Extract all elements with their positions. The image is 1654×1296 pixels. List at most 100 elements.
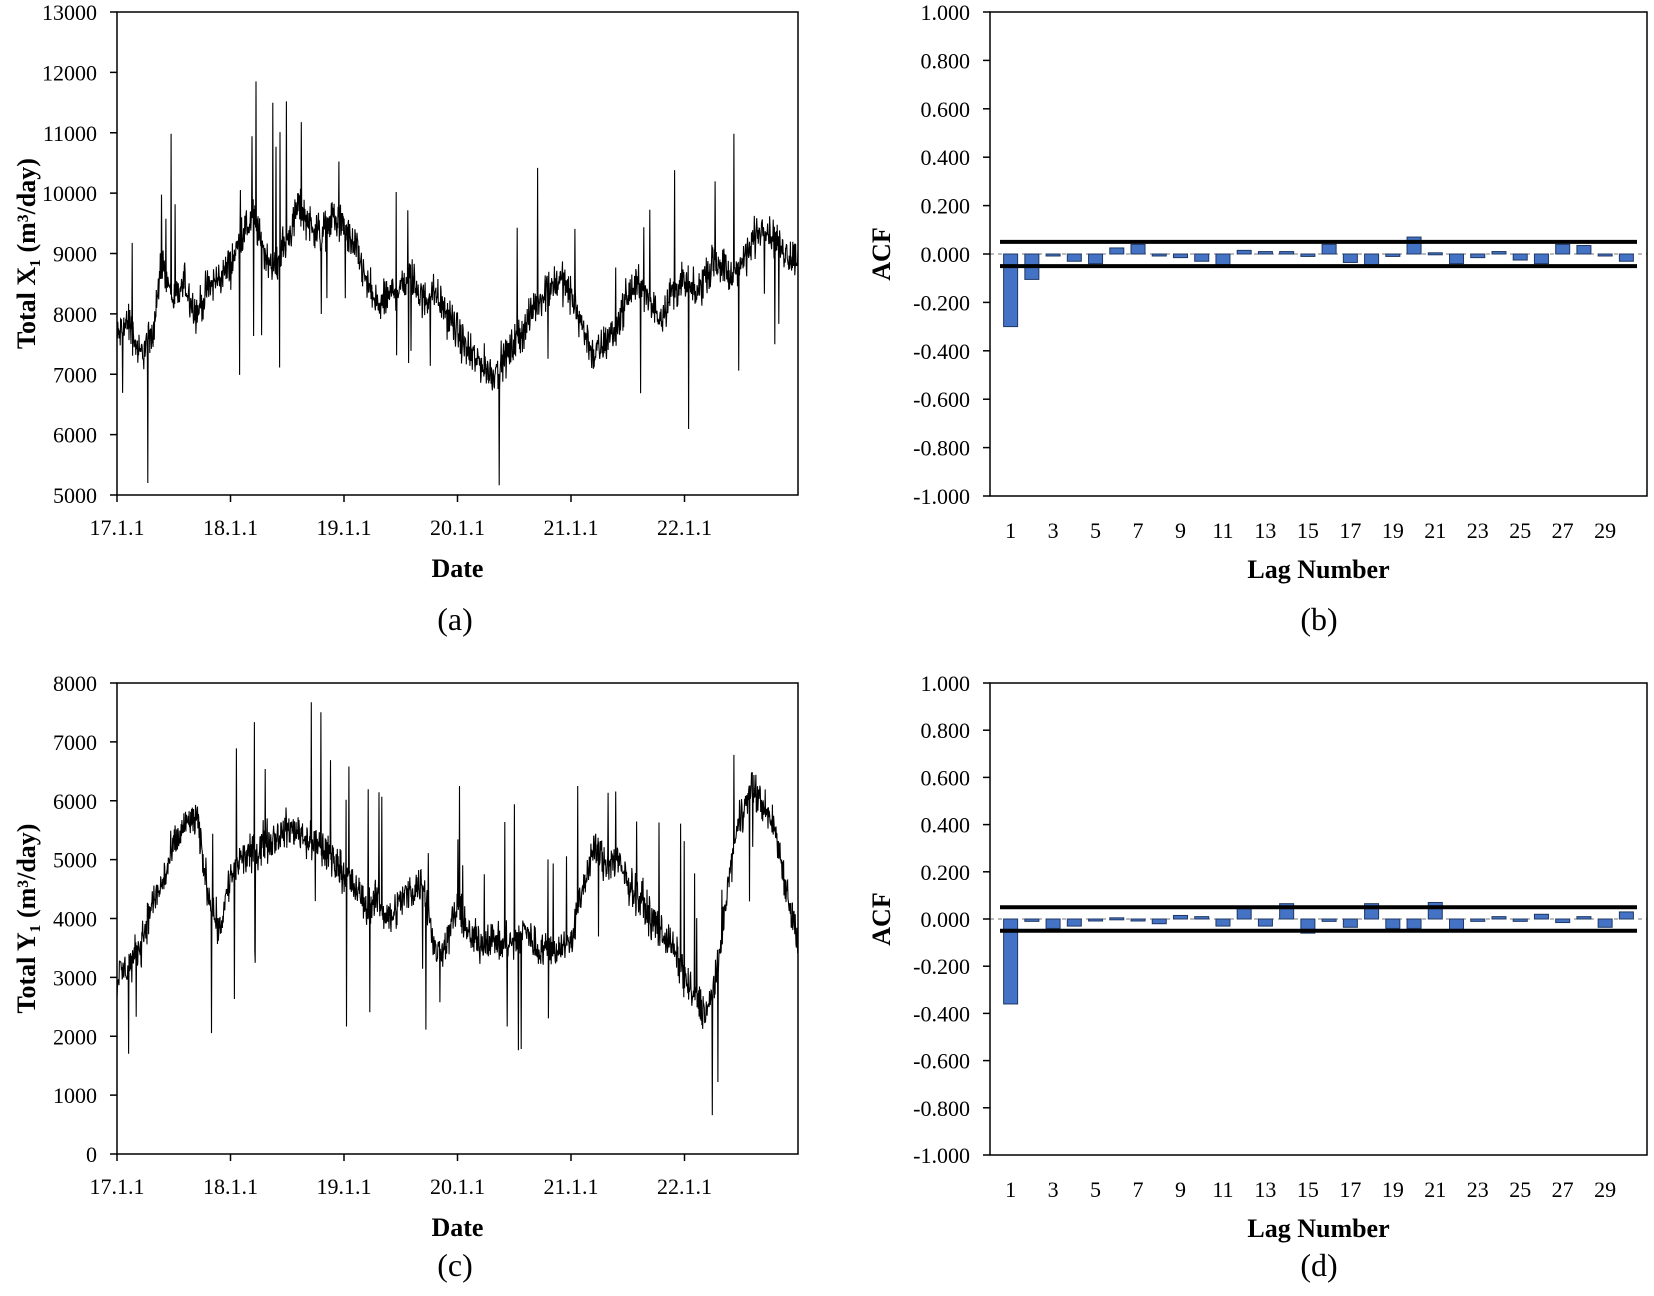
x-tick-label: 21.1.1 xyxy=(544,1174,599,1199)
x-tick-label: 19 xyxy=(1382,1177,1404,1202)
acf-bar xyxy=(1215,253,1231,266)
y-tick-label: 0.000 xyxy=(921,907,971,932)
panel-label: (c) xyxy=(437,1247,473,1283)
acf-bar xyxy=(1597,918,1613,928)
x-tick-label: 18.1.1 xyxy=(203,515,258,540)
acf-bar xyxy=(1427,252,1443,256)
y-axis-label: Total Y₁ (m³/day) xyxy=(12,824,41,1014)
x-tick-label: 5 xyxy=(1090,1177,1101,1202)
y-tick-label: 1.000 xyxy=(921,671,971,696)
y-tick-label: 0.000 xyxy=(921,242,971,267)
x-tick-label: 11 xyxy=(1212,1177,1233,1202)
x-tick-label: 19 xyxy=(1382,518,1404,543)
y-tick-label: 7000 xyxy=(53,362,97,387)
y-tick-label: 10000 xyxy=(42,181,97,206)
acf-bar xyxy=(1491,251,1507,255)
acf-bar xyxy=(1470,918,1486,922)
y-tick-label: -0.200 xyxy=(913,290,970,315)
chart-panel-0: 5000 6000 7000 8000 9000 10000 11000 12000 13000… xyxy=(12,0,799,637)
y-tick-label: 0.400 xyxy=(921,145,971,170)
acf-bar xyxy=(1533,253,1549,265)
y-tick-label: -1.000 xyxy=(913,484,970,509)
acf-bar xyxy=(1321,243,1337,255)
acf-bar xyxy=(1470,253,1486,259)
acf-bar xyxy=(1045,918,1061,929)
x-tick-label: 7 xyxy=(1133,1177,1144,1202)
acf-bar xyxy=(1088,918,1104,922)
y-tick-label: -0.400 xyxy=(913,1001,970,1026)
acf-bar xyxy=(1533,913,1549,920)
x-tick-label: 17 xyxy=(1339,518,1361,543)
y-tick-label: 1000 xyxy=(53,1083,97,1108)
x-tick-label: 1 xyxy=(1005,1177,1016,1202)
x-tick-label: 19.1.1 xyxy=(317,1174,372,1199)
data-series-line xyxy=(116,702,799,1116)
acf-bar xyxy=(1491,916,1507,920)
y-axis-label: Total X₁ (m³/day) xyxy=(12,158,41,349)
y-tick-label: 3000 xyxy=(53,965,97,990)
acf-bar xyxy=(1406,236,1422,255)
y-tick-label: -0.600 xyxy=(913,1049,970,1074)
acf-bar xyxy=(1300,253,1316,257)
y-tick-label: -0.800 xyxy=(913,1096,970,1121)
x-tick-label: 19.1.1 xyxy=(317,515,372,540)
acf-bar xyxy=(1257,918,1273,927)
acf-bar xyxy=(1555,243,1571,255)
x-axis-label: Date xyxy=(432,554,484,583)
acf-bar xyxy=(1321,918,1337,922)
y-tick-label: 9000 xyxy=(53,242,97,267)
y-tick-label: 0.200 xyxy=(921,860,971,885)
acf-bar xyxy=(1342,918,1358,928)
x-tick-label: 22.1.1 xyxy=(657,515,712,540)
acf-bar xyxy=(1003,918,1019,1005)
x-tick-label: 29 xyxy=(1594,1177,1616,1202)
x-tick-label: 17.1.1 xyxy=(90,515,145,540)
acf-bar xyxy=(1109,247,1125,255)
acf-bar xyxy=(1576,245,1592,255)
x-tick-label: 5 xyxy=(1090,518,1101,543)
x-tick-label: 15 xyxy=(1297,518,1319,543)
acf-bar xyxy=(1130,243,1146,255)
acf-bar xyxy=(1236,907,1252,920)
y-tick-label: 5000 xyxy=(53,848,97,873)
x-axis-label: Lag Number xyxy=(1247,1214,1389,1243)
acf-bar xyxy=(1045,253,1061,257)
acf-bar xyxy=(1279,251,1295,255)
acf-bar xyxy=(1066,253,1082,262)
acf-bar xyxy=(1088,253,1104,265)
x-tick-label: 13 xyxy=(1254,518,1276,543)
y-tick-label: 6000 xyxy=(53,789,97,814)
y-axis-label: ACF xyxy=(867,227,896,280)
acf-bar xyxy=(1172,253,1188,259)
chart-panel-1: 1.000 0.800 0.600 0.400 0.200 0.000 -0.200 -0.4… xyxy=(867,0,1648,637)
acf-bar xyxy=(1236,249,1252,255)
x-tick-label: 27 xyxy=(1552,1177,1574,1202)
x-tick-label: 18.1.1 xyxy=(203,1174,258,1199)
acf-bar xyxy=(1130,918,1146,922)
acf-bar xyxy=(1385,918,1401,929)
data-series-line xyxy=(116,81,799,486)
acf-bar xyxy=(1215,918,1231,927)
acf-bar xyxy=(1364,253,1380,266)
x-tick-label: 1 xyxy=(1005,518,1016,543)
x-tick-label: 9 xyxy=(1175,1177,1186,1202)
y-tick-label: -0.200 xyxy=(913,954,970,979)
acf-bar xyxy=(1512,253,1528,261)
y-tick-label: -0.400 xyxy=(913,339,970,364)
y-tick-label: 0.600 xyxy=(921,97,971,122)
x-tick-label: 3 xyxy=(1048,518,1059,543)
panel-label: (a) xyxy=(437,601,473,637)
acf-bar xyxy=(1194,916,1210,920)
y-tick-label: 11000 xyxy=(43,121,97,146)
x-tick-label: 9 xyxy=(1175,518,1186,543)
x-tick-label: 23 xyxy=(1467,1177,1489,1202)
acf-bar xyxy=(1427,901,1443,920)
x-tick-label: 29 xyxy=(1594,518,1616,543)
x-tick-label: 20.1.1 xyxy=(430,515,485,540)
x-tick-label: 17.1.1 xyxy=(90,1174,145,1199)
x-tick-label: 25 xyxy=(1509,518,1531,543)
x-tick-label: 21 xyxy=(1424,518,1446,543)
x-tick-label: 15 xyxy=(1297,1177,1319,1202)
acf-bar xyxy=(1406,918,1422,929)
